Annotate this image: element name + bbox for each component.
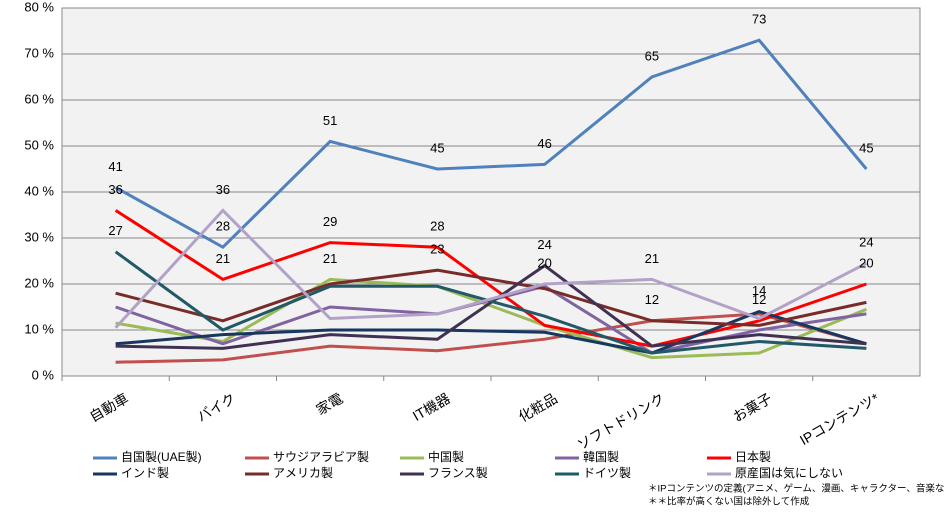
legend-label: 中国製 <box>428 449 464 464</box>
data-label: 12 <box>645 292 659 307</box>
series-line <box>114 250 867 355</box>
data-label: 20 <box>859 255 873 270</box>
series-line <box>114 208 868 329</box>
data-label: 46 <box>537 136 551 151</box>
data-label: 28 <box>430 219 444 234</box>
legend-label: 自国製(UAE製) <box>121 450 202 464</box>
legend-label: 韓国製 <box>583 450 619 464</box>
y-tick-label: 60 % <box>24 91 54 106</box>
series-line <box>115 312 867 364</box>
data-label: 45 <box>859 140 873 155</box>
y-tick-label: 0 % <box>32 367 55 382</box>
legend-label: 原産国は気にしない <box>735 465 843 480</box>
legend-label: ドイツ製 <box>583 466 631 480</box>
data-label: 36 <box>216 182 230 197</box>
y-tick-label: 10 % <box>24 321 54 336</box>
x-tick-label: 自動車 <box>87 390 131 425</box>
y-tick-label: 30 % <box>24 229 54 244</box>
data-label: 21 <box>216 251 230 266</box>
legend-label: アメリカ製 <box>273 466 333 480</box>
data-label: 21 <box>323 251 337 266</box>
x-tick-label: 家電 <box>313 390 345 418</box>
y-tick-label: 80 % <box>24 0 54 14</box>
data-label: 51 <box>323 113 337 128</box>
data-label: 73 <box>752 12 766 27</box>
legend-label: フランス製 <box>428 466 488 480</box>
y-tick-label: 40 % <box>24 183 54 198</box>
data-label: 23 <box>430 242 444 257</box>
x-tick-label: バイク <box>194 390 238 425</box>
series-line <box>115 277 867 360</box>
data-label: 36 <box>108 182 122 197</box>
data-label: 24 <box>537 237 551 252</box>
x-tick-label: ソフトドリンク <box>574 390 667 453</box>
data-label: 65 <box>645 48 659 63</box>
y-tick-label: 20 % <box>24 275 54 290</box>
y-tick-label: 50 % <box>24 137 54 152</box>
data-label: 20 <box>537 255 551 270</box>
data-label: 21 <box>645 251 659 266</box>
x-tick-label: お菓子 <box>730 390 774 425</box>
data-label: 24 <box>859 235 873 250</box>
footnote: ＊＊比率が高くない国は除外して作成 <box>648 496 810 508</box>
footnote: ＊IPコンテンツの定義(アニメ、ゲーム、漫画、キャラクター、音楽など) <box>648 483 945 495</box>
data-label: 45 <box>430 140 444 155</box>
legend-label: サウジアラビア製 <box>273 450 369 464</box>
series-line <box>115 268 867 327</box>
y-tick-label: 70 % <box>24 45 54 60</box>
x-tick-label: 化粧品 <box>516 390 560 425</box>
data-label: 14 <box>752 283 766 298</box>
x-tick-label: IT機器 <box>410 390 453 424</box>
data-label: 28 <box>216 219 230 234</box>
x-tick-label: IPコンテンツ* <box>797 390 882 448</box>
data-label: 12 <box>752 292 766 307</box>
legend-label: インド製 <box>121 466 169 480</box>
series-line <box>115 310 867 355</box>
data-label: 27 <box>108 223 122 238</box>
legend-label: 日本製 <box>735 450 771 464</box>
data-label: 41 <box>108 159 122 174</box>
data-label: 29 <box>323 214 337 229</box>
